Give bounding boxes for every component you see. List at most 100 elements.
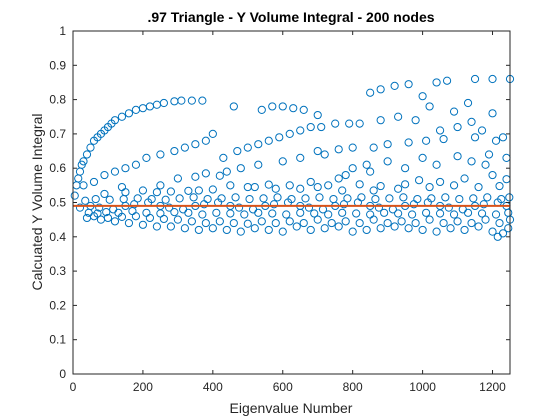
data-point [463, 98, 473, 108]
data-point [243, 143, 252, 152]
data-point [460, 225, 469, 235]
data-point [313, 215, 322, 224]
y-tick-label: 0 [59, 367, 66, 381]
data-point [273, 193, 282, 202]
data-point [376, 116, 385, 125]
data-point [278, 227, 287, 236]
data-point [264, 225, 273, 235]
data-point [271, 184, 280, 193]
data-point [334, 222, 343, 231]
data-point [254, 140, 263, 149]
data-point [449, 210, 459, 219]
data-point [425, 102, 434, 111]
data-point [404, 224, 413, 233]
data-point [304, 203, 314, 212]
data-point [124, 109, 134, 118]
data-point [362, 225, 371, 235]
data-point [156, 181, 165, 190]
data-point [383, 157, 392, 166]
x-tick-label: 600 [273, 380, 293, 394]
data-point [301, 194, 310, 203]
data-point [285, 181, 294, 190]
data-point [175, 194, 184, 203]
data-point [198, 210, 207, 219]
data-point [93, 209, 102, 218]
data-point [369, 143, 378, 152]
data-point [229, 102, 238, 111]
data-point [446, 224, 455, 233]
data-point [371, 194, 380, 204]
data-point [79, 157, 88, 166]
data-point [441, 193, 450, 202]
data-point [331, 119, 340, 128]
data-point [390, 81, 399, 90]
data-point [341, 170, 350, 180]
data-point [95, 203, 104, 212]
data-point [200, 200, 209, 209]
data-point [348, 164, 357, 173]
data-point [315, 193, 324, 202]
data-point [491, 136, 501, 145]
data-point [383, 218, 392, 228]
data-point [105, 195, 114, 204]
data-point [194, 225, 203, 235]
data-point [201, 218, 210, 228]
data-point [467, 218, 476, 228]
y-tick-label: 0.4 [49, 230, 66, 244]
data-point [418, 225, 427, 235]
data-point [124, 218, 134, 228]
data-point [201, 136, 210, 145]
data-point [394, 209, 403, 218]
y-tick-label: 0.7 [49, 127, 66, 141]
data-point [306, 177, 315, 187]
data-point [75, 203, 85, 212]
y-tick-label: 0.2 [49, 298, 66, 312]
data-point [394, 112, 403, 121]
data-point [299, 105, 308, 114]
data-point [243, 182, 252, 192]
data-point [180, 224, 189, 233]
data-point [474, 222, 483, 231]
data-point [159, 98, 168, 108]
data-point [278, 102, 287, 111]
data-point [110, 217, 120, 226]
data-point [444, 203, 453, 212]
x-tick-label: 1000 [409, 380, 436, 394]
y-tick-label: 0.1 [49, 333, 66, 347]
data-point [399, 193, 408, 202]
data-point [191, 172, 200, 181]
data-point [131, 160, 141, 169]
data-point [233, 146, 242, 156]
data-point [355, 218, 364, 228]
data-point [352, 209, 361, 218]
data-point [481, 215, 490, 224]
data-point [366, 88, 375, 97]
data-point [380, 208, 389, 217]
data-point [467, 117, 476, 127]
data-point [289, 104, 298, 113]
data-point [257, 105, 266, 114]
x-axis-title: Eigenvalue Number [230, 400, 353, 416]
data-point [208, 224, 217, 233]
data-point [355, 180, 364, 189]
data-point [110, 116, 120, 125]
data-point [173, 215, 182, 224]
data-point [425, 215, 434, 224]
data-point [366, 167, 375, 176]
x-tick-label: 400 [203, 380, 223, 394]
data-point [404, 80, 413, 89]
data-point [339, 200, 349, 209]
data-point [484, 150, 494, 159]
data-point [467, 157, 476, 166]
data-point [449, 181, 459, 190]
data-point [439, 218, 448, 228]
data-point [488, 74, 497, 84]
data-point [296, 184, 305, 193]
data-point [310, 209, 319, 218]
data-point [103, 213, 113, 223]
data-point [245, 194, 254, 204]
data-point [317, 122, 326, 132]
data-point [338, 186, 347, 195]
x-tick-label: 800 [343, 380, 363, 394]
data-point [89, 177, 99, 187]
